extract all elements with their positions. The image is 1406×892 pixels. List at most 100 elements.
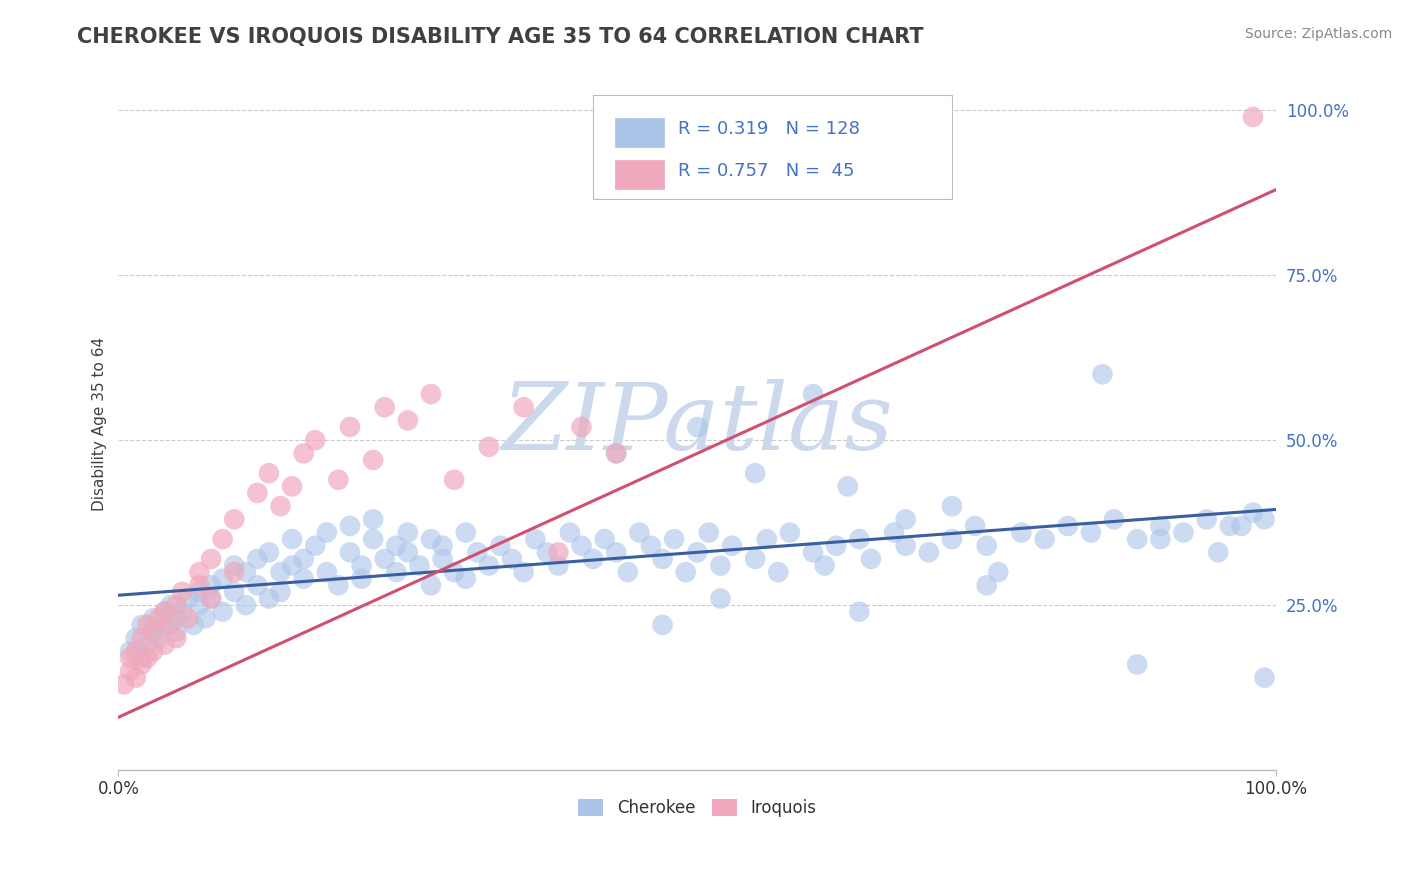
Point — [200, 591, 222, 606]
Y-axis label: Disability Age 35 to 64: Disability Age 35 to 64 — [93, 336, 107, 511]
Point — [224, 558, 246, 573]
Point — [246, 552, 269, 566]
Point — [118, 664, 141, 678]
Point — [837, 479, 859, 493]
Point — [605, 545, 627, 559]
Point — [605, 446, 627, 460]
Point — [211, 572, 233, 586]
Point — [304, 539, 326, 553]
Text: Source: ZipAtlas.com: Source: ZipAtlas.com — [1244, 27, 1392, 41]
Point — [136, 618, 159, 632]
Point — [211, 532, 233, 546]
Point — [524, 532, 547, 546]
Point — [194, 611, 217, 625]
Point — [142, 624, 165, 639]
Point — [350, 572, 373, 586]
Point — [200, 578, 222, 592]
Point — [177, 591, 200, 606]
Text: R = 0.757   N =  45: R = 0.757 N = 45 — [678, 162, 853, 180]
Point — [825, 539, 848, 553]
Point — [165, 631, 187, 645]
Point — [153, 605, 176, 619]
Point — [454, 525, 477, 540]
Point — [396, 545, 419, 559]
Point — [257, 591, 280, 606]
Point — [159, 618, 181, 632]
Point — [1010, 525, 1032, 540]
Point — [489, 539, 512, 553]
Point — [640, 539, 662, 553]
Point — [432, 552, 454, 566]
Point — [1253, 512, 1275, 526]
Point — [148, 611, 170, 625]
Point — [1149, 519, 1171, 533]
Point — [883, 525, 905, 540]
Point — [1206, 545, 1229, 559]
Point — [315, 525, 337, 540]
Point — [1056, 519, 1078, 533]
Point — [536, 545, 558, 559]
Point — [131, 657, 153, 672]
Point — [165, 611, 187, 625]
Point — [813, 558, 835, 573]
Point — [211, 605, 233, 619]
Point — [454, 572, 477, 586]
Point — [501, 552, 523, 566]
Point — [744, 466, 766, 480]
Point — [292, 446, 315, 460]
Point — [605, 446, 627, 460]
Point — [1241, 506, 1264, 520]
Point — [118, 651, 141, 665]
Point — [408, 558, 430, 573]
Point — [153, 605, 176, 619]
Point — [801, 387, 824, 401]
Point — [200, 591, 222, 606]
Point — [571, 539, 593, 553]
Point — [172, 605, 194, 619]
Point — [1033, 532, 1056, 546]
Point — [547, 558, 569, 573]
Point — [709, 558, 731, 573]
Point — [292, 552, 315, 566]
Point — [941, 532, 963, 546]
Point — [1241, 110, 1264, 124]
Point — [246, 578, 269, 592]
Point — [281, 479, 304, 493]
Point — [270, 565, 292, 579]
Point — [443, 473, 465, 487]
Legend: Cherokee, Iroquois: Cherokee, Iroquois — [572, 792, 823, 824]
Point — [686, 545, 709, 559]
Point — [558, 525, 581, 540]
Point — [339, 545, 361, 559]
Point — [188, 565, 211, 579]
Point — [987, 565, 1010, 579]
Text: R = 0.319   N = 128: R = 0.319 N = 128 — [678, 120, 859, 138]
Point — [315, 565, 337, 579]
Point — [465, 545, 488, 559]
Point — [396, 525, 419, 540]
Point — [651, 552, 673, 566]
Point — [582, 552, 605, 566]
Point — [200, 552, 222, 566]
Point — [188, 578, 211, 592]
Point — [721, 539, 744, 553]
Point — [662, 532, 685, 546]
Point — [361, 453, 384, 467]
Point — [1126, 657, 1149, 672]
Point — [224, 585, 246, 599]
Point — [235, 598, 257, 612]
Point — [270, 585, 292, 599]
Point — [142, 624, 165, 639]
Point — [1080, 525, 1102, 540]
Point — [361, 532, 384, 546]
Point — [131, 631, 153, 645]
Point — [848, 605, 870, 619]
Point — [1173, 525, 1195, 540]
Point — [547, 545, 569, 559]
Point — [136, 651, 159, 665]
Point — [768, 565, 790, 579]
Point — [246, 486, 269, 500]
Point — [177, 611, 200, 625]
Point — [125, 671, 148, 685]
FancyBboxPatch shape — [614, 160, 664, 189]
